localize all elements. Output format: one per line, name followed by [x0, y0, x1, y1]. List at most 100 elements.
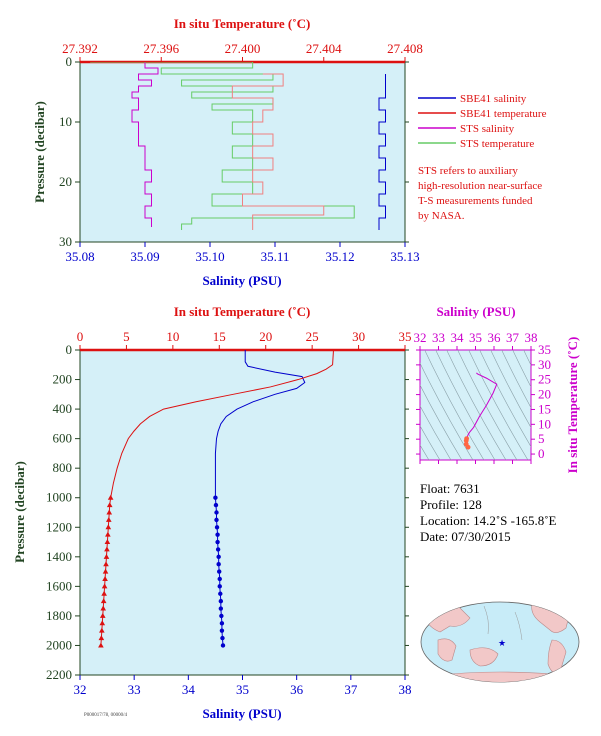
- right-tick-label: 0: [538, 446, 545, 461]
- series-line: [214, 350, 306, 498]
- surface-bottom-axis-label: Salinity (PSU): [202, 273, 281, 288]
- temperature-point: [98, 642, 104, 648]
- bottom-tick-label: 34: [182, 682, 196, 697]
- temperature-point: [106, 509, 113, 515]
- top-tick-label: 38: [525, 330, 538, 345]
- top-tick-label: 10: [166, 329, 179, 344]
- top-tick-label: 0: [77, 329, 84, 344]
- surface-legend: SBE41 salinity SBE41 temperature STS sal…: [418, 93, 547, 222]
- bottom-tick-label: 35.09: [130, 249, 159, 264]
- profile-plot-area: [79, 349, 406, 676]
- top-tick-label: 30: [352, 329, 365, 344]
- bottom-tick-label: 36: [290, 682, 304, 697]
- y-tick-label: 1400: [46, 549, 72, 564]
- surface-top-axis-label: In situ Temperature (˚C): [174, 16, 311, 31]
- temperature-point: [101, 590, 107, 596]
- temperature-point: [102, 575, 108, 581]
- right-tick-label: 15: [538, 401, 551, 416]
- temperature-point: [100, 598, 107, 604]
- sts-note-line-3: T-S measurements funded: [418, 195, 533, 207]
- salinity-point: [217, 584, 222, 589]
- top-tick-label: 5: [123, 329, 130, 344]
- legend-label-sbe41-salinity: SBE41 salinity: [460, 93, 527, 105]
- right-tick-label: 25: [538, 372, 551, 387]
- density-contour: [468, 350, 529, 460]
- temperature-point: [99, 627, 105, 633]
- y-tick-label: 20: [59, 174, 72, 189]
- density-contour: [523, 350, 531, 366]
- temperature-point: [105, 516, 112, 522]
- density-contour: [457, 350, 518, 460]
- salinity-point: [214, 510, 219, 515]
- y-tick-label: 800: [53, 460, 73, 475]
- density-contour: [420, 362, 474, 460]
- top-tick-label: 27.396: [143, 41, 179, 56]
- ts-right-axis-label: In situ Temperature (˚C): [565, 337, 580, 474]
- salinity-point: [219, 628, 225, 633]
- ts-plot-area: [419, 349, 532, 461]
- density-contour: [512, 350, 531, 388]
- bottom-tick-label: 35.11: [261, 249, 290, 264]
- series-line: [231, 73, 325, 230]
- temperature-point: [102, 568, 109, 574]
- legend-label-sbe41-temperature: SBE41 temperature: [460, 108, 547, 120]
- top-tick-label: 37: [506, 330, 520, 345]
- salinity-point: [216, 554, 221, 560]
- top-tick-label: 15: [213, 329, 226, 344]
- top-tick-label: 27.404: [306, 41, 342, 56]
- surface-series: [90, 62, 386, 230]
- info-date: Date: 07/30/2015: [420, 529, 511, 544]
- bottom-tick-label: 38: [399, 682, 412, 697]
- series-line: [110, 350, 334, 498]
- temperature-point: [103, 561, 109, 567]
- bottom-tick-label: 37: [344, 682, 358, 697]
- series-line: [90, 62, 355, 230]
- surface-ticks: 27.392 27.396 27.400 27.404 27.408 35.08 35.09…: [59, 41, 423, 264]
- top-tick-label: 33: [432, 330, 445, 345]
- top-tick-label: 25: [306, 329, 319, 344]
- salinity-point: [213, 502, 219, 508]
- salinity-point: [220, 643, 226, 648]
- surface-chart: 27.392 27.396 27.400 27.404 27.408 35.08 35.09…: [32, 16, 423, 288]
- density-contour: [420, 425, 441, 460]
- bottom-tick-label: 35: [236, 682, 249, 697]
- profile-top-axis-label: In situ Temperature (˚C): [174, 304, 311, 319]
- top-tick-label: 35: [399, 329, 412, 344]
- salinity-point: [215, 532, 220, 537]
- top-tick-label: 27.392: [62, 41, 98, 56]
- legend-label-sts-salinity: STS salinity: [460, 123, 515, 135]
- profile-ticks: 0 5 10 15 20 25 30 35 32 33 34 35 36 37 38 0 200 400 600 80…: [46, 329, 412, 697]
- series-line: [131, 62, 165, 227]
- top-tick-label: 32: [414, 330, 427, 345]
- y-tick-label: 2000: [46, 637, 72, 652]
- right-tick-label: 10: [538, 416, 551, 431]
- y-tick-label: 30: [59, 234, 72, 249]
- density-contour: [420, 444, 430, 460]
- salinity-point: [220, 635, 225, 641]
- temperature-point: [101, 583, 108, 589]
- temperature-point: [106, 502, 113, 508]
- sts-note-line-1: STS refers to auxiliary: [418, 165, 518, 177]
- ts-top-axis-label: Salinity (PSU): [436, 304, 515, 319]
- salinity-point: [215, 547, 221, 552]
- sts-note-line-2: high-resolution near-surface: [418, 180, 542, 192]
- top-tick-label: 36: [488, 330, 502, 345]
- ts-series: [463, 372, 498, 450]
- salinity-point: [218, 606, 224, 611]
- temperature-point: [105, 524, 112, 530]
- profile-y-axis-label: Pressure (decibar): [12, 461, 27, 563]
- surface-y-axis-label: Pressure (decibar): [32, 101, 47, 203]
- right-tick-label: 30: [538, 357, 551, 372]
- surface-plot-area: [79, 61, 406, 243]
- temperature-point: [107, 494, 114, 500]
- salinity-point: [219, 621, 225, 626]
- y-tick-label: 200: [53, 372, 73, 387]
- density-contour: [446, 350, 507, 460]
- bottom-tick-label: 32: [74, 682, 87, 697]
- profile-bottom-axis-label: Salinity (PSU): [202, 706, 281, 721]
- map-float-marker: ★: [498, 638, 506, 648]
- y-tick-label: 600: [53, 431, 73, 446]
- salinity-point: [215, 539, 220, 545]
- info-location: Location: 14.2˚S -165.8˚E: [420, 513, 557, 528]
